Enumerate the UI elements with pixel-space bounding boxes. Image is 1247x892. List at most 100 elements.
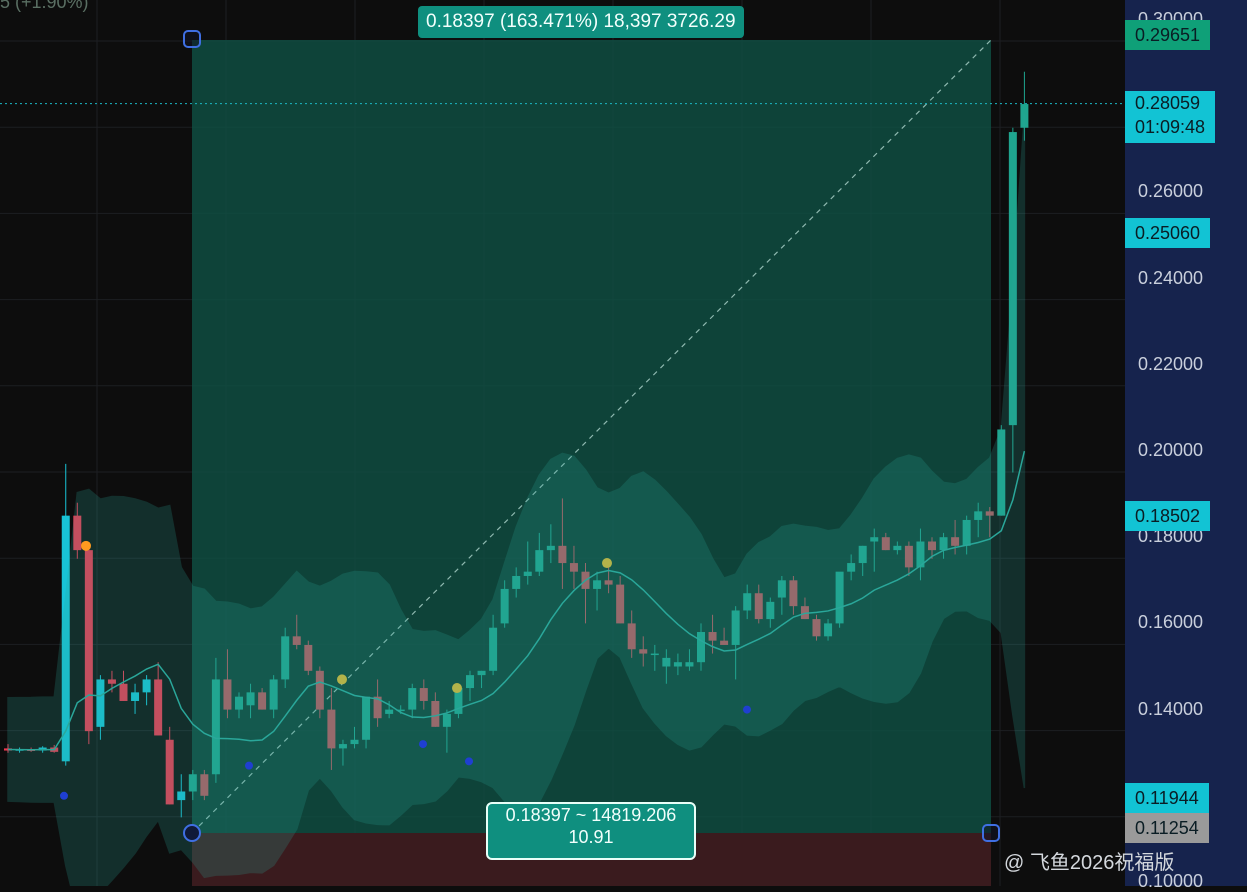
candle-body xyxy=(985,511,994,516)
price-tick-label: 0.18000 xyxy=(1138,526,1204,547)
candle-body xyxy=(373,696,382,719)
candle-body xyxy=(142,679,151,693)
price-tick-label: 0.22000 xyxy=(1138,353,1204,374)
candle-body xyxy=(1020,104,1029,128)
candle-body xyxy=(431,700,440,727)
signal-marker xyxy=(60,791,68,800)
measure-handle-bottom-left[interactable] xyxy=(183,824,201,842)
price-tag: 0.25060 xyxy=(1125,217,1211,248)
candle-body xyxy=(893,545,902,551)
candle-body xyxy=(627,623,636,650)
candle-body xyxy=(281,636,290,680)
candle-body xyxy=(858,545,867,564)
price-tick-label: 0.20000 xyxy=(1138,440,1204,460)
measure-bottom-line2: 10.91 xyxy=(568,827,614,847)
price-tick-label: 0.14000 xyxy=(1138,698,1204,719)
candle-body xyxy=(662,657,671,667)
candle-body xyxy=(673,662,682,667)
candle-body xyxy=(131,692,140,701)
candle-body xyxy=(523,571,532,576)
candle-body xyxy=(639,649,648,654)
candle-body xyxy=(558,545,567,564)
bollinger-mid xyxy=(7,450,1026,751)
candle-body xyxy=(73,515,82,551)
candle-body xyxy=(211,679,220,775)
candle-body xyxy=(754,593,763,620)
candle-body xyxy=(454,688,463,714)
candle-body xyxy=(235,696,243,710)
candle-body xyxy=(442,713,451,727)
watermark: @ 飞鱼2026祝福版 xyxy=(1004,852,1175,874)
candle-body xyxy=(685,662,694,667)
candle-body xyxy=(489,627,498,671)
candle-body xyxy=(766,601,775,620)
price-tag: 0.18502 xyxy=(1125,500,1211,531)
candle-body xyxy=(604,580,613,585)
measure-handle-top-left[interactable] xyxy=(183,30,201,48)
candle-body xyxy=(258,692,267,710)
price-tag: 0.28059 01:09:48 xyxy=(1125,90,1216,143)
candle-body xyxy=(154,679,163,736)
candle-body xyxy=(292,636,301,645)
candle-body xyxy=(847,563,856,572)
price-axis[interactable] xyxy=(1125,0,1247,886)
candle-body xyxy=(535,550,544,572)
signal-marker xyxy=(419,740,427,749)
candle-body xyxy=(743,593,752,611)
measure-bottom-line1: 0.18397 ~ 14819.206 xyxy=(505,805,677,825)
price-tag: 0.29651 xyxy=(1125,20,1211,51)
price-tick-label: 0.16000 xyxy=(1138,612,1204,633)
price-tag: 0.11944 xyxy=(1125,783,1209,814)
candle-body xyxy=(616,584,625,624)
candle-body xyxy=(997,429,1006,516)
signal-marker xyxy=(465,757,473,766)
candle-body xyxy=(928,541,936,551)
candle-body xyxy=(4,748,12,751)
candle-body xyxy=(650,653,659,656)
measure-bottom-label: 0.18397 ~ 14819.206 10.91 xyxy=(486,802,696,860)
candle-body xyxy=(962,519,971,546)
candle-body xyxy=(835,571,844,624)
candle-body xyxy=(304,644,313,671)
candle-body xyxy=(84,550,93,732)
candle-body xyxy=(396,709,405,712)
signal-dot xyxy=(81,540,91,551)
price-tag: 0.11254 xyxy=(1125,812,1209,843)
candle-body xyxy=(477,670,486,676)
candle-body xyxy=(731,610,740,645)
candle-body xyxy=(385,709,394,714)
candle-body xyxy=(246,692,255,706)
candle-body xyxy=(466,675,474,689)
measure-diagonal xyxy=(191,39,992,834)
candle-body xyxy=(824,623,833,637)
signal-dot xyxy=(337,674,347,685)
candle-body xyxy=(269,679,278,710)
candle-body xyxy=(96,679,105,727)
price-tag-countdown: 01:09:48 xyxy=(1135,116,1206,137)
candle-body xyxy=(881,537,890,551)
candle-body xyxy=(338,744,347,749)
price-tick-label: 0.24000 xyxy=(1138,267,1204,288)
candle-body xyxy=(870,537,879,542)
candle-body xyxy=(119,683,128,701)
candle-body xyxy=(200,774,209,796)
candle-body xyxy=(408,688,417,710)
candle-body xyxy=(350,739,359,745)
candle-body xyxy=(500,588,509,624)
measure-handle-bottom-right[interactable] xyxy=(982,824,1000,842)
price-tick-label: 0.26000 xyxy=(1138,181,1204,202)
candle-body xyxy=(223,679,232,710)
candle-body xyxy=(61,515,70,762)
header-change-text: 5 (+1.90%) xyxy=(0,0,89,12)
bollinger-band xyxy=(7,114,1026,886)
signal-dot xyxy=(602,558,612,569)
candle-body xyxy=(812,619,821,637)
candle-body xyxy=(904,545,913,568)
candle-body xyxy=(1008,132,1017,426)
candle-body xyxy=(546,545,555,551)
candle-body xyxy=(974,511,983,520)
candle-body xyxy=(708,632,717,641)
candle-body xyxy=(188,774,197,792)
candle-body xyxy=(512,575,521,589)
